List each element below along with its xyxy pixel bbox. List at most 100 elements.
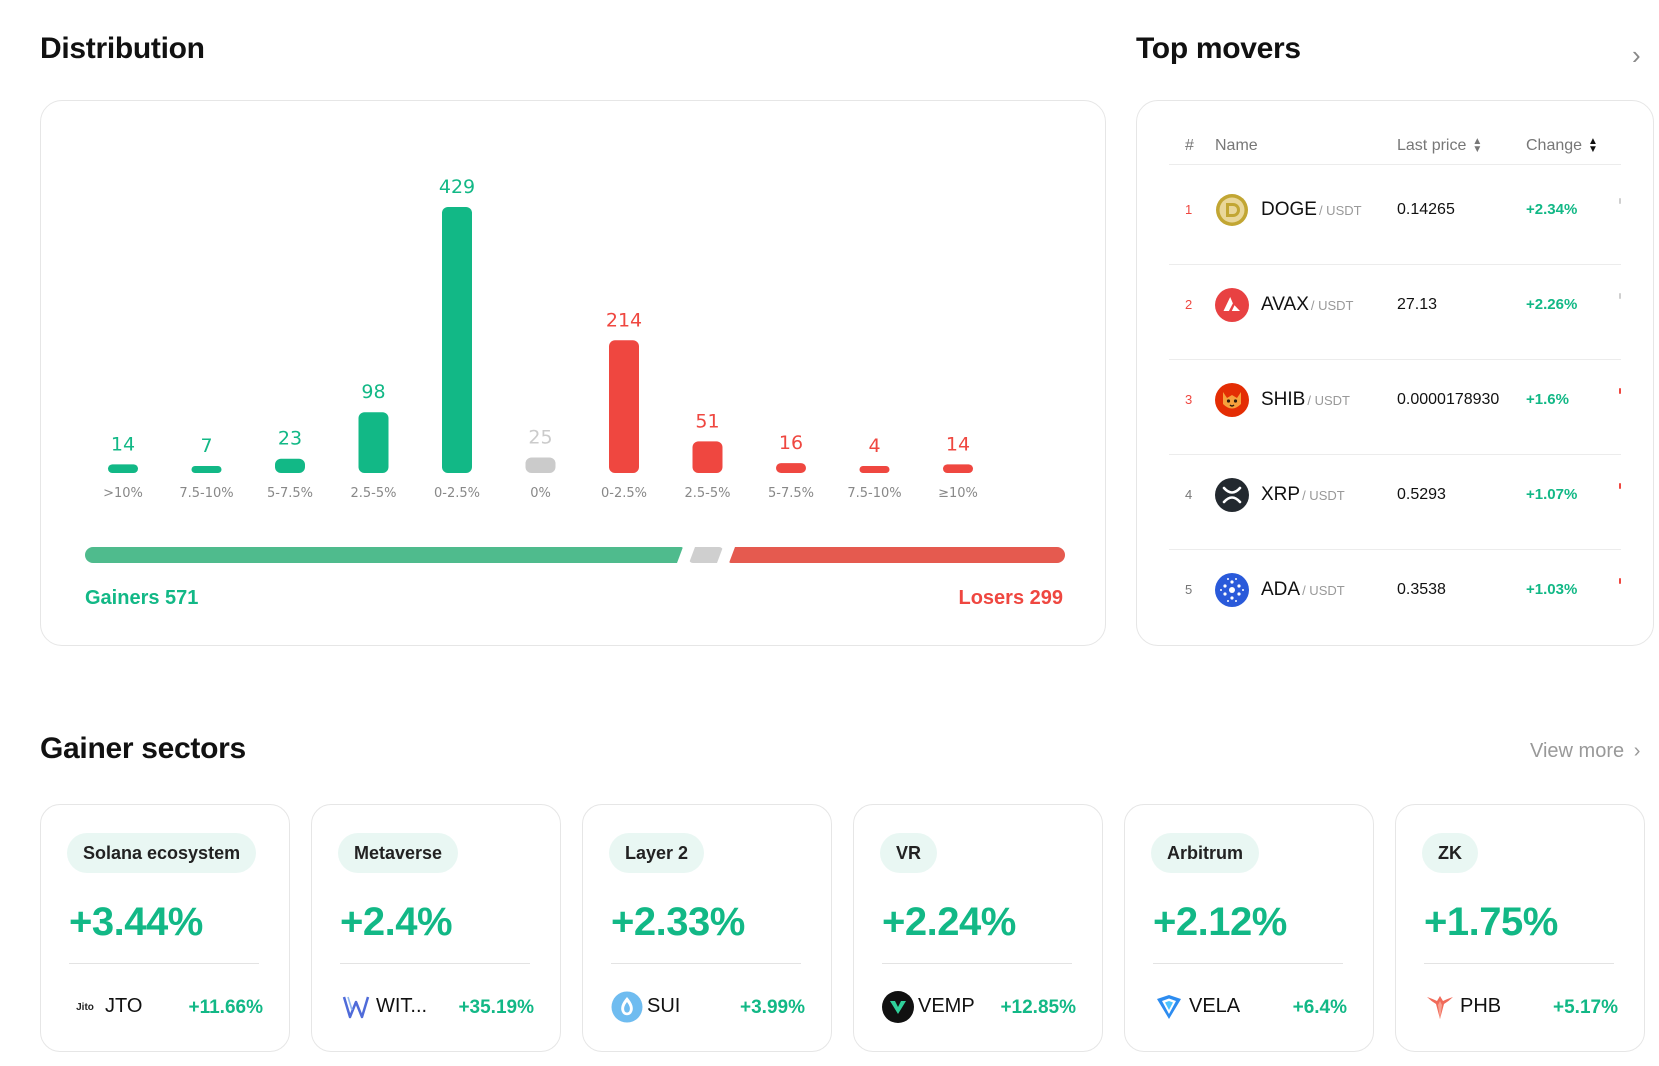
mover-price: 0.14265 — [1397, 201, 1455, 218]
mover-change: +1.03% — [1526, 581, 1578, 598]
mover-row[interactable]: 4 XRP / USDT 0.5293 +1.07% — [1169, 449, 1621, 550]
mover-row[interactable]: 5 ADA / USDT 0.3538 +1.03% — [1169, 544, 1621, 645]
distribution-bar[interactable] — [859, 466, 890, 473]
jito-icon: Jito — [69, 991, 101, 1023]
sui-icon — [611, 991, 643, 1023]
sector-tag: Arbitrum — [1151, 833, 1259, 873]
view-more-link[interactable]: View more › — [1530, 740, 1640, 763]
mover-rank: 1 — [1185, 202, 1193, 217]
top-coin-change: +35.19% — [458, 997, 534, 1018]
distribution-bar[interactable] — [358, 412, 389, 473]
header-name: Name — [1215, 137, 1258, 154]
bar-value-label: 7 — [200, 435, 212, 457]
mover-price: 0.5293 — [1397, 486, 1446, 503]
bar-category-label: 5-7.5% — [768, 486, 814, 501]
distribution-bar[interactable] — [442, 207, 472, 473]
sector-tag: Solana ecosystem — [67, 833, 257, 873]
chevron-right-icon: › — [1633, 740, 1641, 762]
bar-category-label: 7.5-10% — [179, 486, 233, 501]
mover-symbol: XRP / USDT — [1261, 484, 1345, 506]
sector-tag: Layer 2 — [609, 833, 705, 873]
doge-icon — [1215, 193, 1249, 227]
chevron-right-icon[interactable]: › — [1632, 40, 1641, 70]
header-divider — [1169, 164, 1621, 165]
mover-row[interactable]: 1 DOGE / USDT 0.14265 +2.34% — [1169, 164, 1621, 265]
header-last-price[interactable]: Last price ▲ ▼ — [1397, 135, 1483, 155]
distribution-chart: 14 >10% 7 7.5-10% 23 5-7.5% 98 2.5-5% 429 0-2.5% 2… — [103, 176, 978, 501]
flat-segment — [689, 547, 723, 563]
bar-value-label: 14 — [111, 433, 135, 455]
sector-tag: Metaverse — [338, 833, 459, 873]
ada-icon — [1215, 573, 1249, 607]
bar-category-label: 0% — [530, 486, 551, 501]
sort-icon[interactable]: ▲ ▼ — [1472, 135, 1483, 155]
bar-value-label: 25 — [528, 426, 552, 448]
bar-category-label: 0-2.5% — [434, 486, 480, 501]
bar-value-label: 98 — [361, 381, 385, 403]
mover-symbol: ADA / USDT — [1261, 579, 1345, 601]
xrp-icon — [1215, 478, 1249, 512]
shib-icon — [1215, 383, 1249, 417]
phb-icon — [1424, 991, 1456, 1023]
distribution-bar[interactable] — [275, 458, 305, 473]
header-change[interactable]: Change ▲ ▼ — [1526, 135, 1598, 155]
sector-change: +2.24% — [882, 900, 1016, 944]
mover-rank: 4 — [1185, 487, 1193, 502]
bar-category-label: 2.5-5% — [685, 486, 731, 501]
mover-symbol: SHIB / USDT — [1261, 389, 1350, 411]
bar-value-label: 4 — [868, 435, 880, 457]
mover-price: 0.0000178930 — [1397, 391, 1500, 408]
top-coin-symbol: SUI — [647, 995, 681, 1017]
sector-card[interactable]: Metaverse +2.4% WIT... +35.19% — [311, 804, 561, 1052]
header-change-label: Change — [1526, 137, 1583, 154]
gainers-segment — [85, 547, 683, 563]
row-divider — [1169, 359, 1621, 360]
sector-divider — [340, 963, 530, 964]
mover-quote: / USDT — [1302, 488, 1345, 503]
wit-icon — [340, 991, 372, 1023]
distribution-bar[interactable] — [609, 340, 639, 473]
mover-symbol-label: ADA — [1261, 579, 1301, 600]
mover-quote: / USDT — [1318, 203, 1362, 218]
distribution-bar[interactable] — [525, 457, 556, 473]
sector-card[interactable]: ZK +1.75% PHB +5.17% — [1395, 804, 1645, 1052]
sector-card[interactable]: Layer 2 +2.33% SUI +3.99% — [582, 804, 832, 1052]
sparkline-tick — [1619, 293, 1621, 299]
bar-category-label: 5-7.5% — [267, 486, 313, 501]
mover-row[interactable]: 3 SHIB / USDT 0.0000178930 +1.6% — [1169, 354, 1621, 455]
mover-quote: / USDT — [1307, 393, 1350, 408]
avax-icon — [1215, 288, 1249, 322]
top-movers-card: # Name Last price ▲ ▼ Change ▲ ▼ 1 DOGE / USDT… — [1136, 100, 1654, 646]
distribution-bar[interactable] — [776, 463, 806, 473]
bar-value-label: 16 — [779, 432, 803, 454]
sparkline-tick — [1619, 388, 1621, 394]
top-coin-change: +11.66% — [188, 997, 264, 1018]
sector-card[interactable]: VR +2.24% VEMP +12.85% — [853, 804, 1103, 1052]
vela-icon — [1153, 991, 1185, 1023]
top-movers-title[interactable]: Top movers — [1136, 32, 1301, 65]
distribution-bar[interactable] — [191, 466, 222, 473]
bar-value-label: 51 — [695, 410, 719, 432]
top-coin-change: +3.99% — [740, 997, 805, 1018]
bar-value-label: 214 — [606, 309, 642, 331]
bar-value-label: 429 — [439, 176, 475, 198]
vemp-icon — [882, 991, 914, 1023]
sort-desc-icon[interactable]: ▲ ▼ — [1588, 135, 1598, 155]
mover-symbol: AVAX / USDT — [1261, 294, 1354, 316]
sector-card[interactable]: Arbitrum +2.12% VELA +6.4% — [1124, 804, 1374, 1052]
distribution-bar[interactable] — [108, 464, 138, 473]
sector-change: +1.75% — [1424, 900, 1558, 944]
top-coin-symbol: WIT... — [376, 995, 428, 1017]
sparkline-tick — [1619, 483, 1621, 489]
top-coin-symbol: PHB — [1460, 995, 1502, 1017]
sector-change: +2.33% — [611, 900, 745, 944]
distribution-bar[interactable] — [943, 464, 973, 473]
row-divider — [1169, 549, 1621, 550]
mover-change: +2.26% — [1526, 296, 1578, 313]
losers-count: Losers 299 — [958, 587, 1063, 609]
mover-row[interactable]: 2 AVAX / USDT 27.13 +2.26% — [1169, 259, 1621, 360]
bar-category-label: ≥10% — [938, 486, 978, 501]
distribution-bar[interactable] — [692, 441, 723, 473]
top-coin-change: +12.85% — [1000, 997, 1076, 1018]
sector-card[interactable]: Solana ecosystem +3.44% Jito JTO +11.66% — [40, 804, 290, 1052]
